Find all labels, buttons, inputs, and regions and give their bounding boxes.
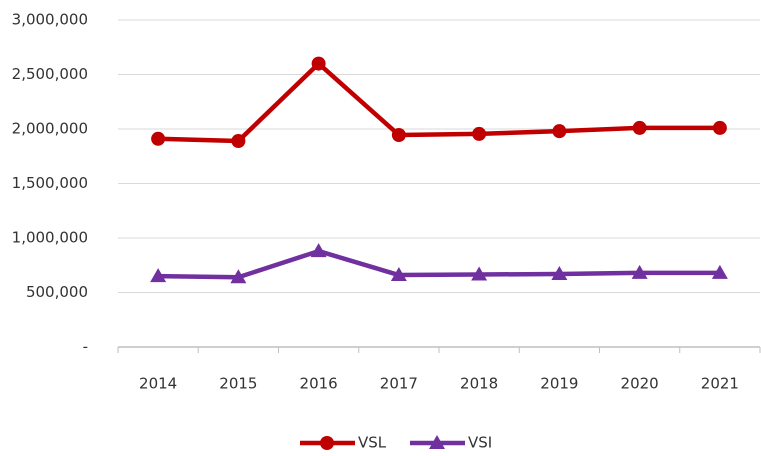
point <box>390 267 407 282</box>
point <box>711 264 728 279</box>
point <box>150 268 167 283</box>
x-tick-label: 2021 <box>701 375 739 393</box>
point <box>712 120 727 135</box>
point <box>552 124 567 139</box>
x-tick-label: 2014 <box>139 375 177 393</box>
point <box>231 133 246 148</box>
point <box>471 266 488 281</box>
point <box>631 264 648 279</box>
x-tick-label: 2019 <box>540 375 578 393</box>
x-tick-label: 2020 <box>621 375 659 393</box>
x-tick-label: 2015 <box>219 375 257 393</box>
x-tick-label: 2016 <box>300 375 338 393</box>
y-tick-label: 2,500,000 <box>12 65 88 83</box>
y-tick-label: 500,000 <box>26 283 88 301</box>
legend-marker <box>320 436 334 450</box>
point <box>151 131 166 146</box>
y-tick-label: 1,500,000 <box>12 174 88 192</box>
point <box>551 265 568 280</box>
series-line <box>158 248 720 280</box>
y-tick-label: 3,000,000 <box>12 11 88 29</box>
legend-label: VSL <box>358 434 387 452</box>
legend-marker <box>429 435 445 449</box>
point <box>472 126 487 141</box>
point <box>311 56 326 71</box>
y-tick-label: - <box>83 338 88 356</box>
y-tick-label: 2,000,000 <box>12 120 88 138</box>
point <box>632 120 647 135</box>
legend-label: VSI <box>468 434 492 452</box>
x-tick-label: 2018 <box>460 375 498 393</box>
x-tick-label: 2017 <box>380 375 418 393</box>
point <box>230 269 247 284</box>
point <box>391 127 406 142</box>
point <box>310 243 327 258</box>
y-tick-label: 1,000,000 <box>12 229 88 247</box>
series-line <box>158 61 720 144</box>
